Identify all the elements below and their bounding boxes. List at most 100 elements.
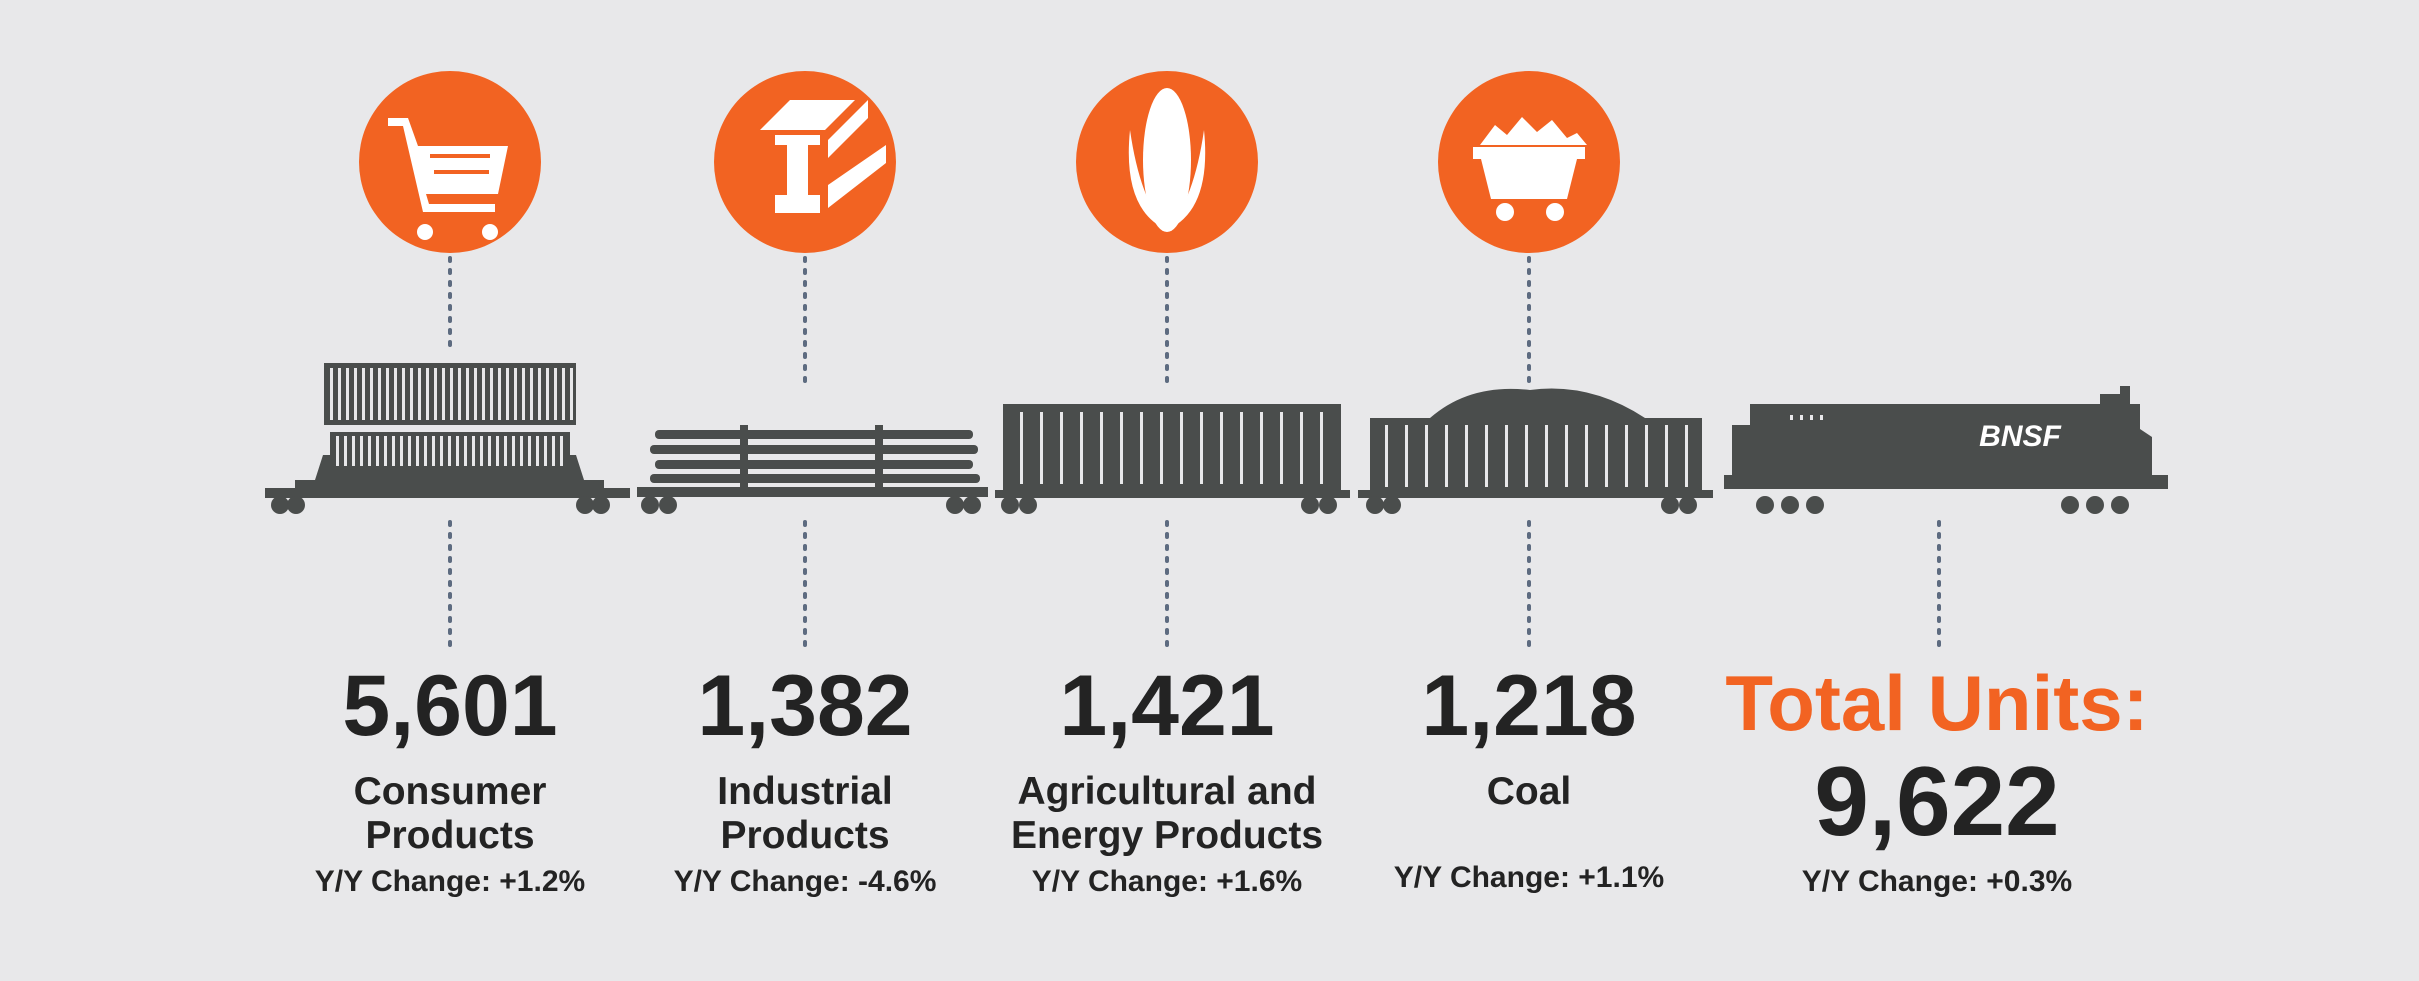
slat — [570, 368, 573, 420]
wheel — [1781, 496, 1799, 514]
slat — [506, 368, 509, 420]
slat — [418, 368, 421, 420]
car-slats — [330, 368, 1823, 487]
wheel — [1679, 496, 1697, 514]
wheel — [1001, 496, 1019, 514]
unit-value: 5,601 — [342, 658, 557, 754]
slat — [1525, 425, 1528, 487]
slat — [1300, 412, 1303, 484]
hopper-car — [1003, 404, 1341, 492]
slat — [1120, 412, 1123, 484]
slat — [368, 436, 371, 466]
slat — [378, 368, 381, 420]
slat — [1385, 425, 1388, 487]
slat — [426, 368, 429, 420]
slat — [490, 368, 493, 420]
slat — [1100, 412, 1103, 484]
slat — [520, 436, 523, 466]
slat — [498, 368, 501, 420]
unit-value: 1,382 — [697, 658, 912, 754]
wheel — [659, 496, 677, 514]
slat — [330, 368, 333, 420]
corn-glyph — [1128, 88, 1206, 232]
slat — [450, 368, 453, 420]
slat — [482, 368, 485, 420]
slat — [1160, 412, 1163, 484]
icons — [359, 71, 1620, 253]
slat — [352, 436, 355, 466]
slat — [384, 436, 387, 466]
wheel — [592, 496, 610, 514]
slat — [402, 368, 405, 420]
slat — [552, 436, 555, 466]
slat — [536, 436, 539, 466]
total-title: Total Units: — [1725, 659, 2148, 747]
yy-change: Y/Y Change: +1.2% — [315, 865, 585, 898]
slat — [1625, 425, 1628, 487]
slat — [448, 436, 451, 466]
slat — [1425, 425, 1428, 487]
wheel — [1366, 496, 1384, 514]
slat — [1040, 412, 1043, 484]
category-label: Products — [720, 814, 889, 857]
slat — [400, 436, 403, 466]
slat — [1020, 412, 1023, 484]
slat — [362, 368, 365, 420]
slat — [1140, 412, 1143, 484]
slat — [386, 368, 389, 420]
total-value: 9,622 — [1814, 746, 2059, 856]
wheel — [1756, 496, 1774, 514]
slat — [1240, 412, 1243, 484]
category-label: Consumer — [354, 770, 547, 813]
slat — [474, 368, 477, 420]
slat — [442, 368, 445, 420]
locomotive — [1724, 386, 2168, 489]
wheels — [271, 496, 2129, 514]
slat — [408, 436, 411, 466]
slat — [1565, 425, 1568, 487]
lumber-car — [637, 425, 988, 497]
slat — [394, 368, 397, 420]
slat — [1405, 425, 1408, 487]
slat — [336, 436, 339, 466]
slat — [432, 436, 435, 466]
slat — [1180, 412, 1183, 484]
slat — [1810, 415, 1813, 420]
slat — [1060, 412, 1063, 484]
slat — [1545, 425, 1548, 487]
slat — [466, 368, 469, 420]
slat — [562, 368, 565, 420]
slat — [1605, 425, 1608, 487]
unit-value: 1,421 — [1059, 658, 1274, 754]
slat — [424, 436, 427, 466]
wheel — [641, 496, 659, 514]
wheel — [946, 496, 964, 514]
slat — [544, 436, 547, 466]
wheel — [963, 496, 981, 514]
slat — [354, 368, 357, 420]
wheel — [1019, 496, 1037, 514]
wheel — [1383, 496, 1401, 514]
yy-change: Y/Y Change: +1.1% — [1394, 861, 1664, 894]
yy-change: Y/Y Change: -4.6% — [674, 865, 937, 898]
unit-value: 1,218 — [1421, 658, 1636, 754]
slat — [554, 368, 557, 420]
category-label: Industrial — [717, 770, 893, 813]
slat — [1585, 425, 1588, 487]
connectors — [448, 256, 1941, 652]
slat — [1800, 415, 1803, 420]
slat — [392, 436, 395, 466]
slat — [416, 436, 419, 466]
slat — [410, 368, 413, 420]
slat — [1260, 412, 1263, 484]
coal-load — [1430, 388, 1645, 418]
slat — [1280, 412, 1283, 484]
slat — [514, 368, 517, 420]
slat — [1685, 425, 1688, 487]
slat — [344, 436, 347, 466]
slat — [1665, 425, 1668, 487]
slat — [528, 436, 531, 466]
slat — [1790, 415, 1793, 420]
wheel — [2111, 496, 2129, 514]
slat — [1485, 425, 1488, 487]
